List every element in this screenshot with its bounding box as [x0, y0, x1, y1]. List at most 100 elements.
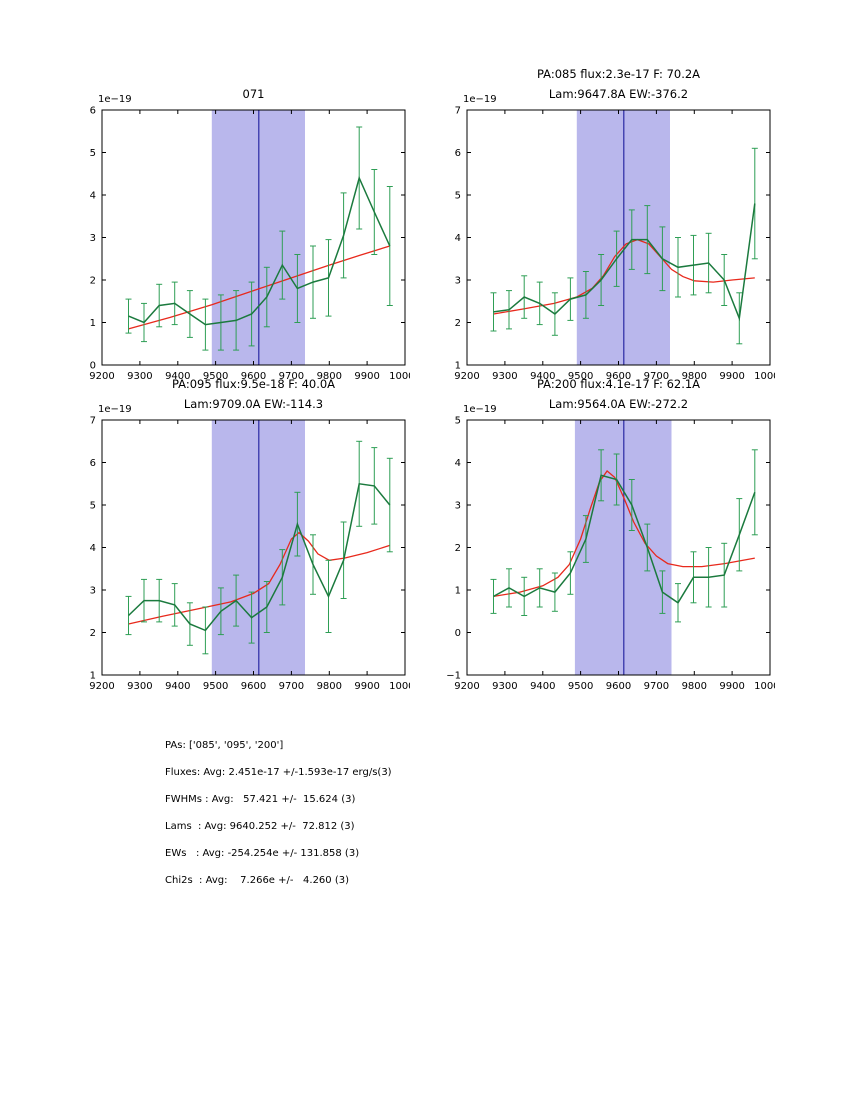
svg-text:2: 2	[90, 628, 96, 639]
svg-text:5: 5	[455, 416, 461, 427]
svg-text:3: 3	[90, 586, 96, 597]
svg-text:6: 6	[90, 106, 96, 117]
svg-text:5: 5	[90, 148, 96, 159]
svg-text:9900: 9900	[354, 681, 379, 692]
svg-text:9700: 9700	[644, 371, 669, 382]
svg-text:9700: 9700	[279, 371, 304, 382]
svg-text:1: 1	[455, 586, 461, 597]
svg-text:3: 3	[455, 501, 461, 512]
svg-text:1: 1	[90, 318, 96, 329]
axis-offset-label: 1e−19	[463, 404, 497, 415]
svg-text:3: 3	[90, 233, 96, 244]
subplot-bottom-left: 9200 9300 9400 9500 9600 9700 9800 9900 10000 1 2 3…	[60, 372, 421, 694]
svg-text:9400: 9400	[165, 681, 190, 692]
svg-text:6: 6	[90, 458, 96, 469]
chart-svg: 9200 9300 9400 9500 9600 9700 9800 9900 10000 1 2 3…	[89, 377, 421, 693]
spectrum-line	[128, 175, 391, 326]
chart-svg: 9200 9300 9400 9500 9600 9700 9800 9900 10000 −1 0…	[446, 377, 786, 693]
svg-text:3: 3	[455, 276, 461, 287]
svg-text:0: 0	[90, 361, 96, 372]
summary-line-pas: PAs: ['085', '095', '200']	[165, 740, 284, 751]
svg-text:4: 4	[455, 233, 461, 244]
svg-text:5: 5	[90, 501, 96, 512]
axis-offset-label: 1e−19	[98, 94, 132, 105]
svg-text:1: 1	[455, 361, 461, 372]
tick-labels: 9200 9300 9400 9500 9600 9700 9800 9900 10000 1 2 3…	[89, 416, 421, 693]
svg-text:6: 6	[455, 148, 461, 159]
summary-line-fwhms: FWHMs : Avg: 57.421 +/- 15.624 (3)	[165, 794, 356, 805]
subplot-title: Lam:9647.8A EW:-376.2	[549, 87, 688, 101]
svg-text:9500: 9500	[568, 371, 593, 382]
summary-line-ews: EWs : Avg: -254.254e +/- 131.858 (3)	[165, 848, 360, 859]
svg-text:9200: 9200	[89, 681, 114, 692]
svg-text:9300: 9300	[492, 371, 517, 382]
svg-text:4: 4	[455, 458, 461, 469]
axis-offset-label: 1e−19	[463, 94, 497, 105]
svg-text:9300: 9300	[492, 681, 517, 692]
svg-text:−1: −1	[446, 671, 461, 682]
svg-text:9800: 9800	[317, 681, 342, 692]
svg-text:9600: 9600	[606, 371, 631, 382]
svg-text:9400: 9400	[165, 371, 190, 382]
svg-text:9900: 9900	[354, 371, 379, 382]
svg-text:2: 2	[90, 276, 96, 287]
subplot-title: Lam:9564.0A EW:-272.2	[549, 397, 688, 411]
summary-line-chi2s: Chi2s : Avg: 7.266e +/- 4.260 (3)	[165, 875, 350, 886]
svg-text:10000: 10000	[389, 371, 410, 382]
spectrum-line	[493, 203, 756, 322]
spectrum-line	[127, 482, 391, 632]
tick-marks	[101, 419, 406, 676]
svg-text:9300: 9300	[127, 371, 152, 382]
tick-labels: 9200 9300 9400 9500 9600 9700 9800 9900 10000 0 1 2…	[89, 106, 421, 383]
svg-text:9200: 9200	[454, 681, 479, 692]
chart-svg: 9200 9300 9400 9500 9600 9700 9800 9900 10000 0 1 2…	[89, 87, 421, 383]
subplot-title: 071	[243, 87, 265, 101]
fit-line	[493, 470, 755, 598]
svg-text:9800: 9800	[682, 681, 707, 692]
svg-text:5: 5	[455, 191, 461, 202]
svg-text:10000: 10000	[389, 681, 410, 692]
chart-svg: 9200 9300 9400 9500 9600 9700 9800 9900 10000 1 2 3…	[454, 67, 786, 383]
tick-labels: 9200 9300 9400 9500 9600 9700 9800 9900 10000 1 2 3…	[454, 106, 786, 383]
svg-text:9700: 9700	[279, 681, 304, 692]
summary-text-block: PAs: ['085', '095', '200'] Fluxes: Avg: …	[165, 740, 392, 902]
svg-text:10000: 10000	[754, 681, 775, 692]
svg-text:9400: 9400	[530, 371, 555, 382]
svg-text:10000: 10000	[754, 371, 775, 382]
subplot-bottom-right: 9200 9300 9400 9500 9600 9700 9800 9900 10000 −1 0…	[425, 372, 786, 694]
svg-text:9500: 9500	[203, 681, 228, 692]
svg-text:7: 7	[90, 416, 96, 427]
summary-line-lams: Lams : Avg: 9640.252 +/- 72.812 (3)	[165, 821, 355, 832]
subplot-top-left: 9200 9300 9400 9500 9600 9700 9800 9900 10000 0 1 2…	[60, 62, 421, 384]
svg-text:9800: 9800	[317, 371, 342, 382]
tick-marks	[466, 419, 771, 676]
svg-text:9900: 9900	[719, 371, 744, 382]
svg-text:9900: 9900	[719, 681, 744, 692]
svg-text:9600: 9600	[241, 681, 266, 692]
svg-text:2: 2	[455, 318, 461, 329]
svg-text:1: 1	[90, 671, 96, 682]
subplot-top-right: 9200 9300 9400 9500 9600 9700 9800 9900 10000 1 2 3…	[425, 62, 786, 384]
svg-text:9400: 9400	[530, 681, 555, 692]
tick-marks	[466, 109, 771, 366]
subplot-title: PA:200 flux:4.1e-17 F: 62.1A	[537, 377, 700, 391]
svg-text:9300: 9300	[127, 681, 152, 692]
svg-text:9200: 9200	[89, 371, 114, 382]
svg-text:9200: 9200	[454, 371, 479, 382]
svg-text:2: 2	[455, 543, 461, 554]
svg-text:9500: 9500	[568, 681, 593, 692]
svg-text:9800: 9800	[682, 371, 707, 382]
svg-text:7: 7	[455, 106, 461, 117]
subplot-title: Lam:9709.0A EW:-114.3	[184, 397, 323, 411]
axis-offset-label: 1e−19	[98, 404, 132, 415]
tick-labels: 9200 9300 9400 9500 9600 9700 9800 9900 10000 −1 0…	[446, 416, 786, 693]
subplot-title: PA:095 flux:9.5e-18 F: 40.0A	[172, 377, 335, 391]
svg-text:0: 0	[455, 628, 461, 639]
svg-text:4: 4	[90, 543, 96, 554]
tick-marks	[101, 109, 406, 366]
spectrum-line	[493, 474, 756, 604]
svg-text:9500: 9500	[203, 371, 228, 382]
svg-text:9700: 9700	[644, 681, 669, 692]
summary-line-fluxes: Fluxes: Avg: 2.451e-17 +/-1.593e-17 erg/…	[165, 767, 392, 778]
